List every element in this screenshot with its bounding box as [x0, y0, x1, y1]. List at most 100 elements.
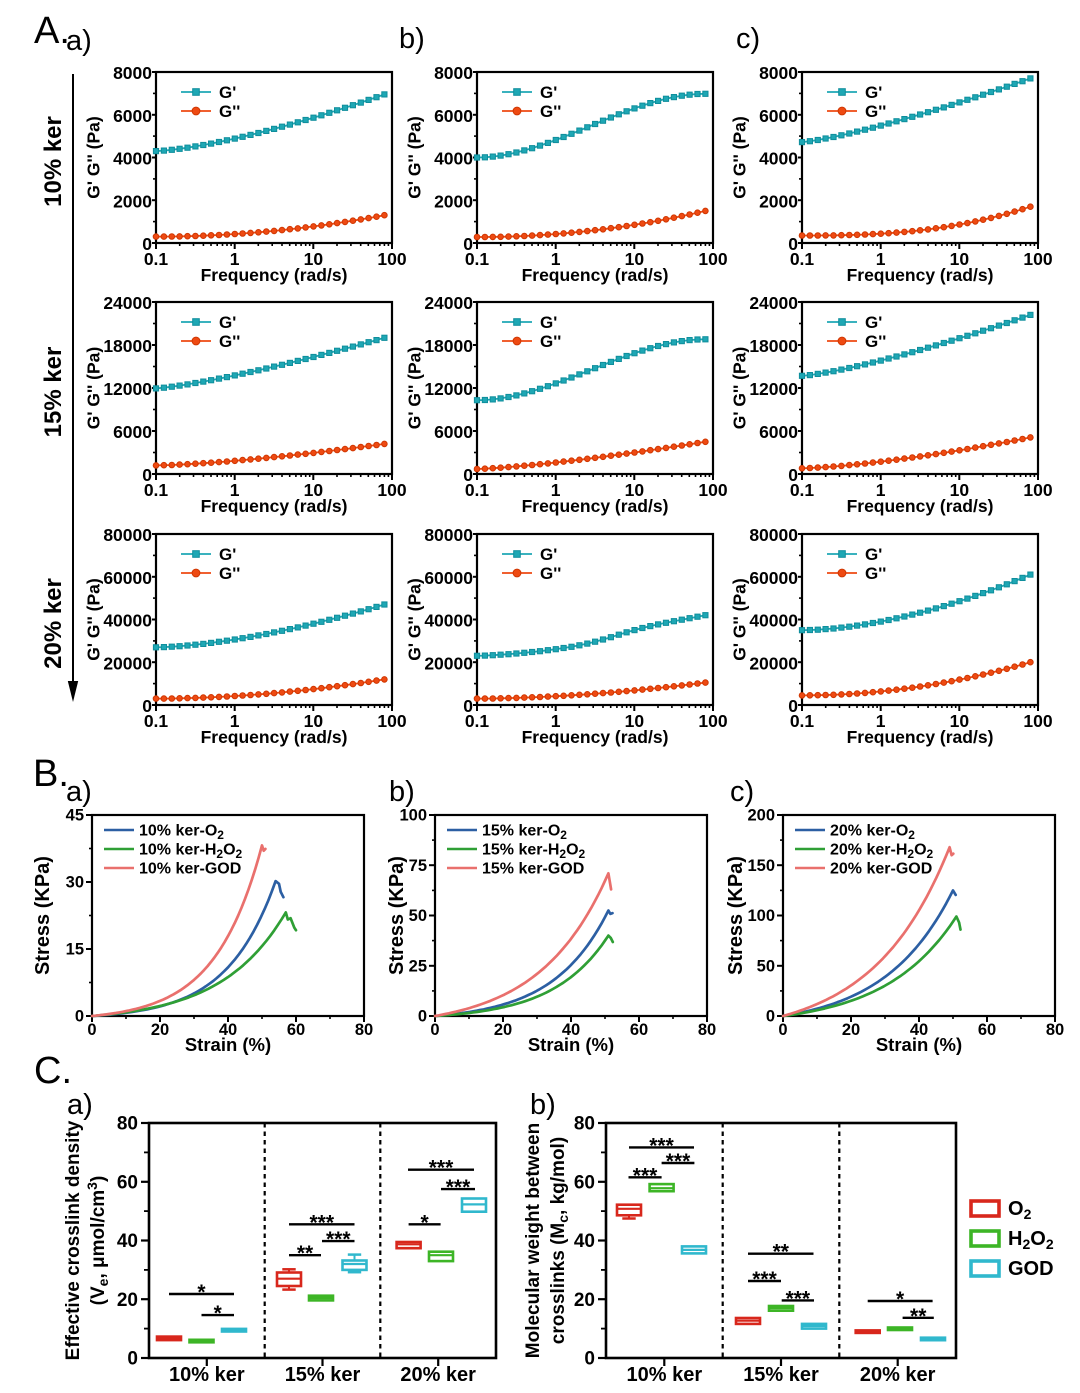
svg-text:1: 1: [230, 249, 240, 269]
svg-text:G' G'' (Pa): G' G'' (Pa): [84, 578, 104, 661]
svg-text:2000: 2000: [434, 191, 473, 211]
svg-text:10% ker: 10% ker: [169, 1364, 245, 1386]
svg-text:G': G': [219, 83, 236, 102]
svg-text:20: 20: [151, 1021, 169, 1039]
svg-text:60000: 60000: [749, 568, 798, 588]
svg-text:80: 80: [1046, 1021, 1064, 1039]
svg-text:(Ve, μmol/cm3): (Ve, μmol/cm3): [84, 1176, 111, 1306]
svg-text:0: 0: [87, 1021, 96, 1039]
svg-text:C.: C.: [34, 1050, 72, 1092]
svg-text:20% ker-H2O2: 20% ker-H2O2: [830, 842, 934, 862]
svg-text:20% ker: 20% ker: [40, 578, 67, 669]
svg-text:0.1: 0.1: [465, 249, 490, 269]
svg-text:10% ker-O2: 10% ker-O2: [139, 823, 224, 843]
svg-text:*: *: [421, 1211, 430, 1234]
svg-text:G': G': [219, 545, 236, 564]
svg-text:***: ***: [649, 1134, 674, 1157]
svg-text:10: 10: [625, 711, 645, 731]
svg-text:Strain (%): Strain (%): [876, 1034, 962, 1055]
svg-text:20: 20: [842, 1021, 860, 1039]
svg-text:40000: 40000: [749, 611, 798, 631]
svg-text:15% ker: 15% ker: [743, 1364, 819, 1386]
svg-text:b): b): [530, 1089, 556, 1121]
svg-text:G' G'' (Pa): G' G'' (Pa): [405, 578, 425, 661]
svg-text:60: 60: [287, 1021, 305, 1039]
svg-text:80: 80: [698, 1021, 716, 1039]
svg-text:G'': G'': [540, 102, 561, 121]
svg-text:G': G': [540, 545, 557, 564]
svg-text:*: *: [197, 1281, 206, 1304]
svg-text:1: 1: [551, 480, 561, 500]
svg-text:Frequency (rad/s): Frequency (rad/s): [201, 265, 348, 285]
svg-text:G': G': [540, 313, 557, 332]
svg-text:10: 10: [950, 249, 970, 269]
svg-text:20: 20: [117, 1290, 138, 1311]
svg-text:GOD: GOD: [1008, 1258, 1054, 1280]
svg-text:G'': G'': [219, 564, 240, 583]
svg-text:60: 60: [978, 1021, 996, 1039]
svg-text:0.1: 0.1: [790, 480, 815, 500]
svg-text:c): c): [730, 776, 754, 808]
svg-text:6000: 6000: [434, 106, 473, 126]
svg-text:*: *: [214, 1302, 223, 1325]
svg-text:24000: 24000: [749, 293, 798, 313]
svg-text:G'': G'': [865, 102, 886, 121]
svg-text:15% ker-O2: 15% ker-O2: [482, 823, 567, 843]
svg-text:G'': G'': [865, 332, 886, 351]
svg-text:**: **: [297, 1242, 314, 1265]
svg-text:1: 1: [876, 480, 886, 500]
svg-text:Frequency (rad/s): Frequency (rad/s): [522, 727, 669, 747]
svg-text:G' G'' (Pa): G' G'' (Pa): [405, 116, 425, 199]
svg-text:100: 100: [1023, 711, 1052, 731]
svg-text:0: 0: [142, 696, 152, 716]
svg-text:60: 60: [117, 1172, 138, 1193]
svg-text:G': G': [865, 313, 882, 332]
svg-text:45: 45: [66, 807, 84, 825]
svg-text:20% ker: 20% ker: [400, 1364, 476, 1386]
svg-text:G' G'' (Pa): G' G'' (Pa): [84, 116, 104, 199]
svg-text:10: 10: [304, 249, 324, 269]
svg-text:100: 100: [1023, 480, 1052, 500]
svg-text:30: 30: [66, 874, 84, 892]
svg-text:20000: 20000: [424, 653, 473, 673]
svg-text:100: 100: [698, 249, 727, 269]
svg-text:8000: 8000: [113, 63, 152, 83]
svg-text:80: 80: [117, 1114, 138, 1135]
svg-text:1: 1: [551, 711, 561, 731]
svg-text:15% ker: 15% ker: [285, 1364, 361, 1386]
svg-text:c): c): [736, 23, 760, 55]
svg-text:crosslinks (Mc, kg/mol): crosslinks (Mc, kg/mol): [548, 1137, 571, 1344]
svg-text:10: 10: [950, 711, 970, 731]
svg-text:50: 50: [757, 957, 775, 975]
svg-text:Frequency (rad/s): Frequency (rad/s): [522, 265, 669, 285]
svg-text:G' G'' (Pa): G' G'' (Pa): [84, 347, 104, 430]
svg-text:1: 1: [551, 249, 561, 269]
svg-text:10% ker: 10% ker: [627, 1364, 703, 1386]
svg-text:12000: 12000: [424, 379, 473, 399]
svg-text:24000: 24000: [424, 293, 473, 313]
svg-text:8000: 8000: [759, 63, 798, 83]
svg-text:0: 0: [418, 1008, 427, 1026]
svg-text:0: 0: [788, 234, 798, 254]
svg-text:6000: 6000: [759, 106, 798, 126]
svg-text:80000: 80000: [103, 525, 152, 545]
svg-text:60000: 60000: [103, 568, 152, 588]
svg-text:0: 0: [430, 1021, 439, 1039]
svg-text:40000: 40000: [424, 611, 473, 631]
svg-text:80: 80: [574, 1114, 595, 1135]
svg-text:G' G'' (Pa): G' G'' (Pa): [730, 116, 750, 199]
svg-text:Frequency (rad/s): Frequency (rad/s): [847, 265, 994, 285]
svg-text:10: 10: [625, 249, 645, 269]
svg-text:50: 50: [409, 907, 427, 925]
svg-text:15% ker: 15% ker: [40, 347, 67, 438]
svg-text:***: ***: [446, 1176, 471, 1199]
svg-text:***: ***: [309, 1211, 334, 1234]
svg-text:10: 10: [304, 480, 324, 500]
svg-text:0.1: 0.1: [144, 249, 169, 269]
svg-text:G'': G'': [219, 332, 240, 351]
svg-text:H2O2: H2O2: [1008, 1228, 1054, 1252]
svg-text:15% ker-H2O2: 15% ker-H2O2: [482, 842, 586, 862]
svg-text:Frequency (rad/s): Frequency (rad/s): [201, 496, 348, 516]
svg-text:4000: 4000: [434, 149, 473, 169]
svg-text:G': G': [865, 545, 882, 564]
